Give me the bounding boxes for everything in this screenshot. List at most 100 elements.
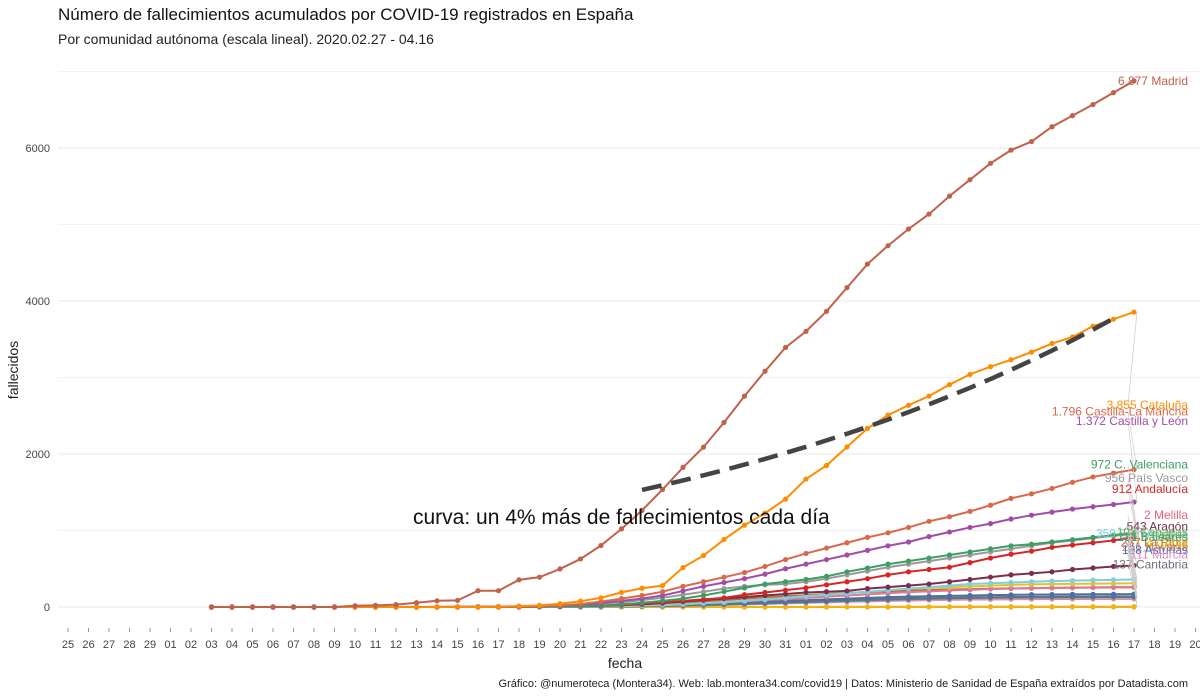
data-point: [1110, 537, 1117, 544]
data-point: [967, 508, 973, 514]
data-point: [1110, 591, 1117, 597]
x-tick-label: 13: [1046, 639, 1058, 651]
x-tick-label: 08: [308, 639, 320, 651]
data-point: [741, 576, 748, 582]
y-tick-label: 2000: [26, 449, 50, 461]
x-tick-label: 02: [185, 639, 197, 651]
data-point: [1090, 534, 1096, 540]
data-point: [864, 547, 871, 553]
data-point: [1090, 101, 1096, 108]
label-leader-line: [1127, 514, 1138, 607]
x-tick-label: 04: [226, 639, 238, 651]
data-point: [577, 556, 584, 562]
data-point: [885, 604, 891, 610]
x-tick-label: 05: [882, 639, 894, 651]
data-point: [618, 595, 625, 602]
data-point: [454, 597, 461, 604]
label-leader-line: [1127, 421, 1138, 503]
x-tick-label: 18: [1148, 639, 1160, 651]
data-point: [803, 576, 809, 583]
data-point: [1049, 585, 1055, 591]
series-line: [211, 468, 1135, 608]
x-tick-label: 29: [738, 639, 750, 651]
data-point: [782, 595, 789, 601]
data-point: [1110, 563, 1117, 570]
data-point: [1008, 572, 1014, 578]
data-point: [1069, 479, 1076, 485]
series-end-label: 3.855 Cataluña: [1107, 398, 1189, 412]
label-leader-line: [1127, 477, 1138, 534]
data-point: [823, 589, 830, 595]
data-point: [823, 462, 830, 469]
data-point: [1049, 485, 1055, 492]
data-point: [1049, 124, 1055, 130]
data-point: [700, 592, 707, 599]
data-point: [864, 261, 871, 267]
data-point: [454, 604, 461, 610]
data-point: [1028, 491, 1035, 497]
data-point: [844, 579, 850, 585]
data-point: [987, 580, 994, 586]
data-point: [926, 534, 932, 540]
data-point: [803, 589, 809, 596]
data-point: [475, 604, 481, 610]
data-point: [516, 603, 522, 609]
x-tick-label: 03: [205, 639, 217, 651]
series-end-label: 310 Galicia: [1128, 529, 1188, 543]
data-point: [1049, 340, 1055, 347]
data-point: [393, 602, 399, 608]
data-point: [1049, 591, 1055, 598]
data-point: [290, 604, 297, 610]
data-point: [762, 596, 768, 602]
x-tick-label: 26: [82, 639, 94, 651]
series-end-label: 4 Ceuta: [1146, 537, 1188, 551]
x-tick-label: 03: [841, 639, 853, 651]
data-point: [536, 602, 543, 608]
data-point: [946, 582, 953, 589]
x-tick-label: 22: [595, 639, 607, 651]
x-tick-label: 10: [349, 639, 361, 651]
data-point: [762, 368, 768, 374]
data-point: [311, 604, 317, 610]
data-point: [270, 604, 276, 610]
data-point: [1008, 516, 1014, 522]
data-point: [598, 595, 604, 601]
data-point: [1090, 604, 1096, 610]
data-point: [413, 600, 420, 606]
data-point: [1069, 578, 1076, 584]
data-point: [905, 582, 912, 589]
data-point: [926, 604, 932, 610]
data-point: [782, 591, 789, 597]
x-tick-label: 11: [370, 639, 381, 651]
x-tick-label: 14: [1066, 639, 1078, 651]
data-point: [946, 529, 953, 535]
data-point: [987, 604, 994, 610]
data-point: [1008, 495, 1014, 501]
data-point: [1131, 604, 1137, 610]
data-point: [1090, 540, 1096, 546]
data-point: [1008, 586, 1014, 592]
data-point: [885, 543, 891, 549]
data-point: [598, 542, 604, 549]
data-point: [823, 545, 830, 551]
data-point: [413, 604, 420, 610]
x-tick-label: 06: [267, 639, 279, 651]
data-point: [1069, 537, 1076, 543]
label-leader-line: [1127, 531, 1138, 599]
data-point: [639, 507, 645, 513]
data-point: [1090, 577, 1096, 583]
series-end-label: 168 Asturias: [1122, 543, 1188, 557]
data-point: [782, 496, 789, 502]
x-tick-label: 01: [800, 639, 812, 651]
data-point: [1069, 566, 1076, 573]
data-point: [885, 243, 891, 249]
data-point: [700, 583, 707, 589]
data-point: [721, 579, 727, 586]
data-point: [762, 563, 768, 570]
data-point: [885, 530, 891, 536]
data-point: [762, 589, 768, 596]
data-point: [1028, 541, 1035, 547]
data-point: [803, 476, 809, 482]
data-point: [721, 595, 727, 601]
y-tick-label: 4000: [26, 296, 50, 308]
